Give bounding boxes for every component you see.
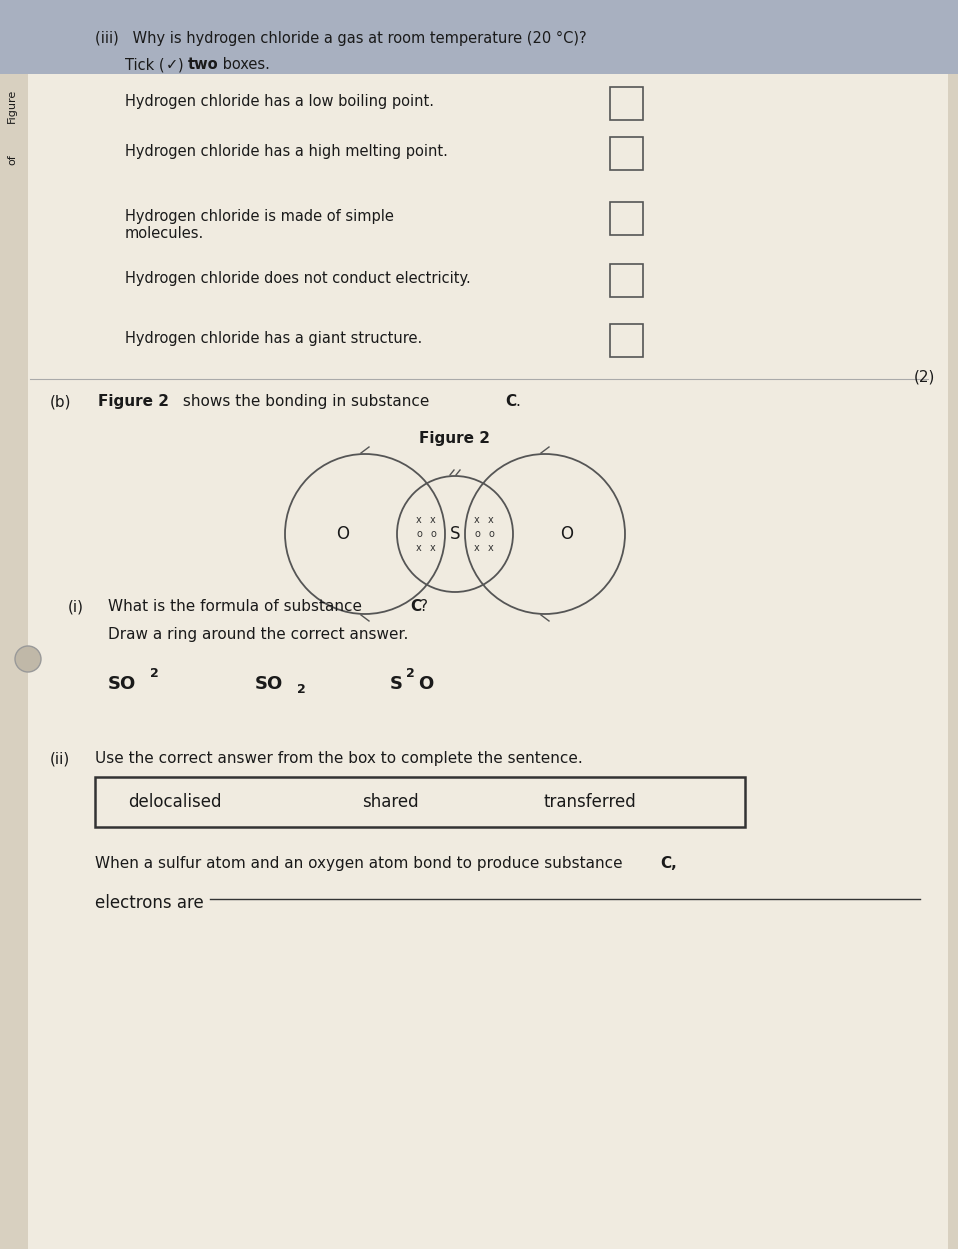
Text: .: . — [515, 393, 520, 408]
Text: Use the correct answer from the box to complete the sentence.: Use the correct answer from the box to c… — [95, 751, 582, 766]
Text: (ii): (ii) — [50, 751, 70, 766]
Text: x: x — [489, 543, 494, 553]
Text: Draw a ring around the correct answer.: Draw a ring around the correct answer. — [108, 627, 408, 642]
Text: ): ) — [178, 57, 189, 72]
Text: O: O — [336, 525, 350, 543]
Text: SO: SO — [108, 674, 136, 693]
Text: Hydrogen chloride does not conduct electricity.: Hydrogen chloride does not conduct elect… — [125, 271, 470, 286]
Text: O: O — [418, 674, 433, 693]
Text: transferred: transferred — [543, 793, 636, 811]
Text: ?: ? — [420, 600, 428, 615]
Text: x: x — [489, 515, 494, 525]
Text: x: x — [474, 543, 480, 553]
Text: Tick (: Tick ( — [125, 57, 165, 72]
Text: When a sulfur atom and an oxygen atom bond to produce substance: When a sulfur atom and an oxygen atom bo… — [95, 856, 627, 871]
Text: C: C — [505, 393, 516, 408]
Circle shape — [15, 646, 41, 672]
Text: Hydrogen chloride has a giant structure.: Hydrogen chloride has a giant structure. — [125, 331, 422, 346]
Text: of: of — [7, 154, 17, 165]
Text: Figure 2: Figure 2 — [98, 393, 169, 408]
Text: x: x — [430, 543, 436, 553]
Text: electrons are: electrons are — [95, 894, 204, 912]
FancyBboxPatch shape — [95, 777, 745, 827]
FancyBboxPatch shape — [610, 202, 643, 235]
Text: 2: 2 — [406, 667, 415, 679]
Text: SO: SO — [255, 674, 284, 693]
Text: Hydrogen chloride has a low boiling point.: Hydrogen chloride has a low boiling poin… — [125, 94, 434, 109]
FancyBboxPatch shape — [28, 19, 948, 1249]
Text: S: S — [449, 525, 460, 543]
Text: (2): (2) — [914, 368, 935, 383]
Text: shared: shared — [362, 793, 419, 811]
FancyBboxPatch shape — [610, 264, 643, 297]
Text: o: o — [416, 530, 422, 540]
Text: (iii)   Why is hydrogen chloride a gas at room temperature (20 °C)?: (iii) Why is hydrogen chloride a gas at … — [95, 31, 586, 46]
Text: (b): (b) — [50, 393, 72, 408]
Text: o: o — [430, 530, 436, 540]
FancyBboxPatch shape — [610, 137, 643, 170]
Text: 2: 2 — [150, 667, 159, 679]
Text: S: S — [390, 674, 403, 693]
Text: boxes.: boxes. — [218, 57, 270, 72]
Text: o: o — [488, 530, 494, 540]
Text: What is the formula of substance: What is the formula of substance — [108, 600, 367, 615]
Text: O: O — [560, 525, 574, 543]
Text: x: x — [474, 515, 480, 525]
Text: x: x — [430, 515, 436, 525]
Text: ✓: ✓ — [166, 57, 178, 72]
FancyBboxPatch shape — [610, 323, 643, 357]
Text: x: x — [416, 515, 422, 525]
Text: shows the bonding in substance: shows the bonding in substance — [178, 393, 434, 408]
Text: o: o — [474, 530, 480, 540]
FancyBboxPatch shape — [0, 0, 958, 74]
Text: two: two — [188, 57, 218, 72]
Text: delocalised: delocalised — [128, 793, 221, 811]
Text: C,: C, — [660, 856, 676, 871]
Text: Figure: Figure — [7, 89, 17, 124]
Text: Hydrogen chloride has a high melting point.: Hydrogen chloride has a high melting poi… — [125, 144, 448, 159]
FancyBboxPatch shape — [610, 87, 643, 120]
Text: (i): (i) — [68, 600, 84, 615]
Text: Figure 2: Figure 2 — [420, 431, 490, 446]
Text: C: C — [410, 600, 422, 615]
Text: x: x — [416, 543, 422, 553]
Text: 2: 2 — [297, 683, 306, 696]
Text: Hydrogen chloride is made of simple
molecules.: Hydrogen chloride is made of simple mole… — [125, 209, 394, 241]
